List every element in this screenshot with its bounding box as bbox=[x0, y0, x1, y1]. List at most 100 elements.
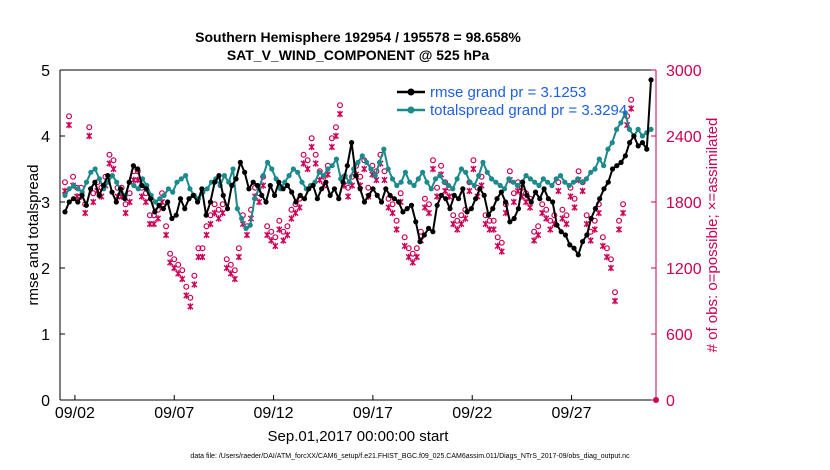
obs-possible-marker bbox=[599, 234, 606, 241]
x-axis-ticks: 09/02 09/07 09/12 09/17 09/22 09/27 bbox=[55, 395, 592, 422]
totalspread-point bbox=[618, 120, 624, 126]
obs-assimilated-marker bbox=[304, 165, 311, 173]
rmse-point bbox=[635, 143, 641, 149]
totalspread-point bbox=[131, 182, 137, 189]
totalspread-point bbox=[329, 163, 335, 169]
totalspread-point bbox=[424, 179, 430, 185]
totalspread-point bbox=[183, 173, 189, 179]
totalspread-point bbox=[407, 179, 413, 185]
rmse-point bbox=[306, 186, 312, 192]
totalspread-point bbox=[532, 179, 538, 185]
obs-assimilated-marker bbox=[531, 237, 538, 244]
obs-possible-marker bbox=[312, 151, 319, 158]
legend-spread-label: totalspread grand pr = 3.3294 bbox=[430, 102, 627, 119]
totalspread-point bbox=[506, 176, 512, 182]
totalspread-point bbox=[333, 156, 340, 162]
obs-assimilated-marker bbox=[579, 187, 586, 195]
rmse-point bbox=[644, 146, 650, 152]
totalspread-point bbox=[135, 186, 141, 192]
rmse-point bbox=[199, 186, 205, 192]
obs-assimilated-marker bbox=[179, 275, 186, 283]
totalspread-point bbox=[170, 189, 176, 195]
obs-possible-marker bbox=[146, 212, 153, 219]
rmse-point bbox=[464, 209, 470, 215]
obs-assimilated-marker bbox=[243, 231, 251, 239]
rmse-point bbox=[468, 206, 474, 212]
rmse-point bbox=[143, 186, 149, 192]
obs-assimilated-marker bbox=[272, 242, 279, 250]
totalspread-point bbox=[488, 176, 495, 182]
obs-assimilated-marker bbox=[308, 143, 315, 151]
rmse-point bbox=[558, 229, 564, 235]
obs-assimilated-marker bbox=[563, 220, 570, 228]
totalspread-point bbox=[557, 173, 564, 179]
obs-assimilated-marker bbox=[150, 220, 158, 228]
totalspread-point bbox=[316, 169, 322, 175]
rmse-point bbox=[250, 179, 256, 185]
totalspread-point bbox=[251, 196, 258, 202]
rmse-point bbox=[62, 209, 68, 215]
rmse-point bbox=[639, 140, 646, 146]
y-tick-label: 1 bbox=[41, 327, 50, 344]
rmse-point bbox=[618, 159, 624, 165]
totalspread-point bbox=[536, 182, 542, 189]
rmse-point bbox=[609, 166, 616, 172]
obs-possible-marker bbox=[547, 217, 554, 224]
x-tick-label: 09/27 bbox=[552, 405, 592, 422]
obs-assimilated-marker bbox=[607, 264, 615, 272]
rmse-point bbox=[237, 159, 243, 165]
rmse-point bbox=[425, 225, 432, 231]
obs-possible-marker bbox=[539, 201, 546, 208]
rmse-point bbox=[571, 245, 577, 251]
obs-assimilated-marker bbox=[409, 259, 416, 266]
totalspread-point bbox=[174, 179, 180, 185]
totalspread-point bbox=[639, 133, 646, 139]
obs-assimilated-marker bbox=[110, 165, 117, 173]
rmse-point bbox=[147, 196, 154, 202]
rmse-point bbox=[421, 232, 427, 238]
rmse-point bbox=[220, 192, 226, 198]
totalspread-point bbox=[221, 173, 228, 179]
y-tick-label: 2 bbox=[41, 261, 50, 278]
rmse-point bbox=[627, 140, 633, 146]
rmse-point bbox=[242, 169, 248, 175]
totalspread-point bbox=[157, 196, 163, 202]
obs-possible-marker bbox=[575, 168, 582, 175]
totalspread-point bbox=[441, 179, 447, 185]
y-axis-right-label: # of obs: o=possible; ×=assimilated bbox=[704, 118, 721, 353]
rmse-point bbox=[259, 192, 265, 198]
totalspread-point bbox=[165, 186, 171, 192]
obs-possible-marker bbox=[563, 212, 570, 219]
totalspread-point bbox=[75, 186, 81, 192]
rmse-point bbox=[92, 179, 98, 185]
obs-assimilated-marker bbox=[535, 231, 542, 239]
rmse-point bbox=[297, 192, 303, 198]
obs-possible-marker bbox=[393, 217, 400, 224]
obs-possible-marker bbox=[389, 201, 396, 208]
totalspread-point bbox=[398, 179, 404, 185]
rmse-point bbox=[75, 199, 81, 205]
obs-possible-marker bbox=[70, 173, 77, 180]
y-right-tick-label: 1200 bbox=[666, 261, 702, 278]
totalspread-point bbox=[458, 166, 465, 172]
totalspread-point bbox=[463, 169, 469, 175]
rmse-point bbox=[122, 196, 128, 202]
obs-possible-marker bbox=[620, 201, 627, 208]
obs-possible-marker bbox=[450, 212, 457, 219]
y-tick-label: 4 bbox=[41, 129, 50, 146]
rmse-point bbox=[224, 206, 231, 212]
y-right-tick-label: 600 bbox=[666, 327, 693, 344]
obs-assimilated-marker bbox=[82, 209, 89, 217]
obs-possible-marker bbox=[215, 206, 222, 213]
obs-assimilated-marker bbox=[526, 204, 534, 211]
rmse-point bbox=[254, 182, 261, 189]
rmse-point bbox=[344, 163, 350, 169]
obs-possible-marker bbox=[434, 184, 441, 191]
obs-assimilated-marker bbox=[611, 297, 619, 305]
y-right-tick-label: 1800 bbox=[666, 195, 702, 212]
chart-title: Southern Hemisphere 192954 / 195578 = 98… bbox=[195, 29, 521, 45]
totalspread-point bbox=[514, 182, 521, 189]
obs-assimilated-marker bbox=[628, 105, 635, 112]
totalspread-point bbox=[269, 166, 275, 172]
totalspread-point bbox=[484, 169, 490, 175]
